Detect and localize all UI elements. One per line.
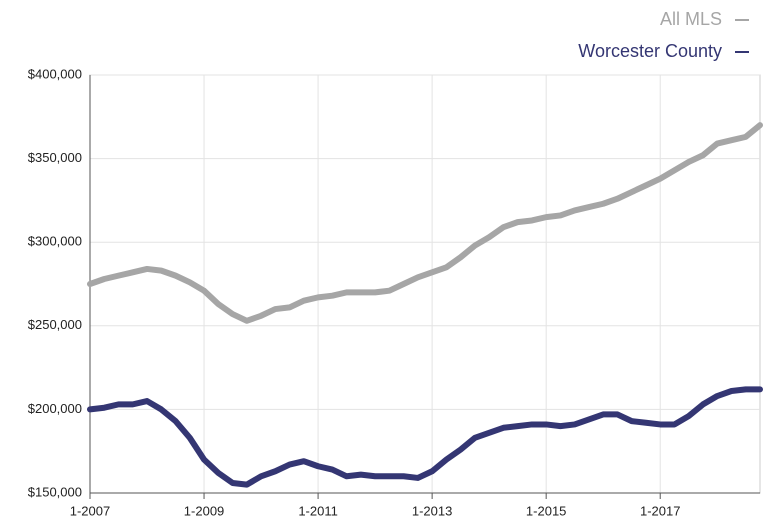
series-line <box>87 386 763 488</box>
y-tick-label: $200,000 <box>28 401 82 416</box>
legend-label: Worcester County <box>578 41 722 61</box>
x-tick-label: 1-2009 <box>184 503 224 518</box>
x-tick-label: 1-2011 <box>298 503 338 518</box>
y-tick-label: $300,000 <box>28 234 82 249</box>
x-tick-label: 1-2013 <box>412 503 452 518</box>
y-tick-label: $350,000 <box>28 150 82 165</box>
series-line <box>87 122 763 324</box>
x-tick-label: 1-2007 <box>70 503 110 518</box>
y-tick-label: $400,000 <box>28 66 82 81</box>
y-tick-label: $250,000 <box>28 317 82 332</box>
y-tick-label: $150,000 <box>28 484 82 499</box>
x-tick-label: 1-2017 <box>640 503 680 518</box>
x-tick-label: 1-2015 <box>526 503 566 518</box>
legend-label: All MLS <box>660 9 722 29</box>
